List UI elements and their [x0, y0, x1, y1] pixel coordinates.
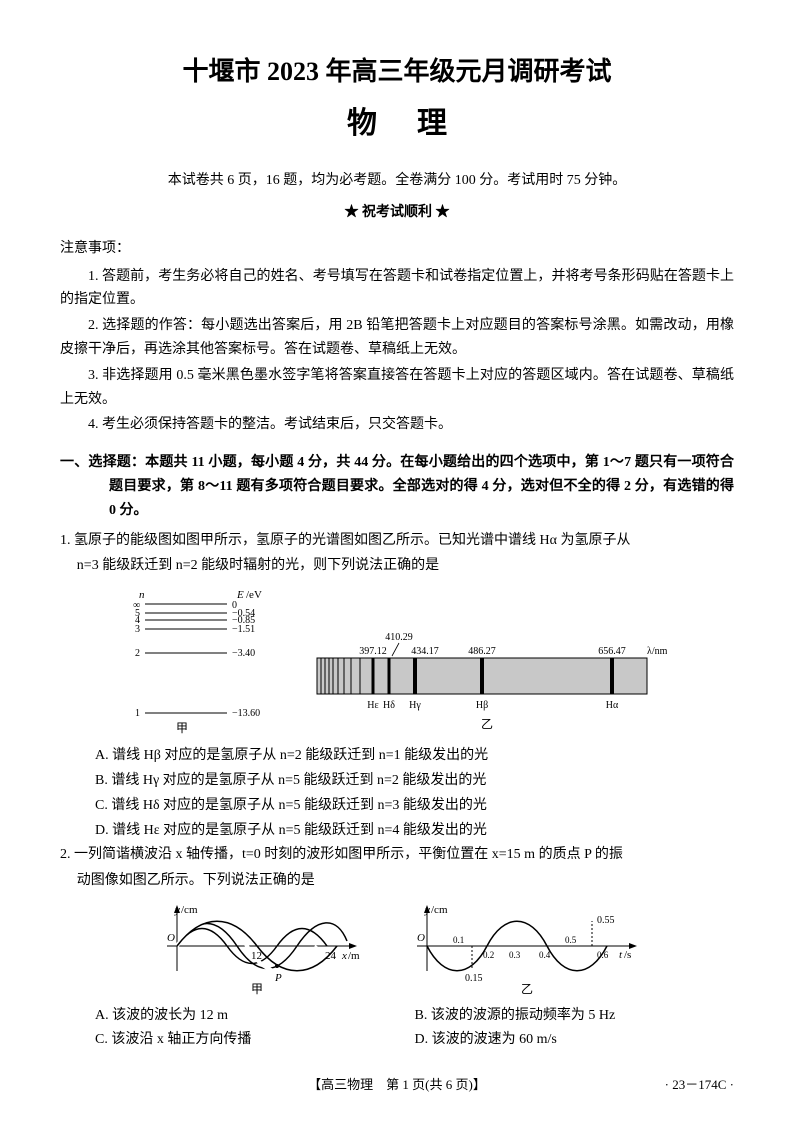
svg-text:0.2: 0.2 [483, 950, 494, 960]
svg-text:/cm: /cm [431, 904, 448, 916]
svg-text:O: O [167, 932, 175, 944]
q2-choice-row-2: C. 该波沿 x 轴正方向传播 D. 该波的波速为 60 m/s [95, 1028, 734, 1052]
energy-level-diagram: n E /eV ∞0 5−0.54 4−0.85 3−1.51 2−3.40 1… [127, 586, 277, 736]
svg-text:O: O [417, 932, 425, 944]
q2-stem: 2. 一列简谐横波沿 x 轴传播，t=0 时刻的波形如图甲所示，平衡位置在 x=… [77, 843, 734, 867]
q2-choice-a: A. 该波的波长为 12 m [95, 1004, 415, 1028]
waveform-position: y /cm O 12 P 24 x /m 甲 [147, 901, 367, 996]
svg-text:1: 1 [135, 708, 140, 719]
notice-heading: 注意事项： [60, 237, 734, 261]
q2-choice-c: C. 该波沿 x 轴正方向传播 [95, 1028, 415, 1052]
svg-text:2: 2 [135, 648, 140, 659]
notice-1: 1. 答题前，考生务必将自己的姓名、考号填写在答题卡和试卷指定位置上，并将考号条… [60, 265, 734, 313]
notice-2: 2. 选择题的作答：每小题选出答案后，用 2B 铅笔把答题卡上对应题目的答案标号… [60, 314, 734, 362]
exam-info: 本试卷共 6 页，16 题，均为必考题。全卷满分 100 分。考试用时 75 分… [60, 169, 734, 193]
svg-text:Hβ: Hβ [476, 700, 488, 711]
svg-text:0.6: 0.6 [597, 950, 609, 960]
svg-text:0.5: 0.5 [565, 935, 577, 945]
svg-text:−13.60: −13.60 [232, 708, 260, 719]
exam-title-main: 十堰市 2023 年高三年级元月调研考试 [60, 50, 734, 94]
page-footer-code: · 23－174C · [665, 1074, 734, 1096]
svg-text:t: t [619, 949, 623, 961]
spectrum-diagram: 397.12 410.29 434.17 486.27 656.47 λ/nm … [307, 626, 667, 736]
q2-body: 动图像如图乙所示。下列说法正确的是 [77, 869, 734, 893]
q2-choice-row-1: A. 该波的波长为 12 m B. 该波的波源的振动频率为 5 Hz [95, 1004, 734, 1028]
svg-text:乙: 乙 [521, 982, 533, 996]
svg-text:0.15: 0.15 [465, 973, 483, 984]
q1-choice-c: C. 谱线 Hδ 对应的是氢原子从 n=5 能级跃迁到 n=3 能级发出的光 [95, 794, 734, 818]
svg-text:0.55: 0.55 [597, 915, 615, 926]
svg-text:E: E [236, 589, 244, 601]
svg-text:Hδ: Hδ [383, 700, 395, 711]
svg-text:甲: 甲 [176, 721, 188, 735]
waveform-time: y /cm O 0.1 0.2 0.3 0.4 0.5 0.6 t /s 0.5… [397, 901, 647, 996]
svg-text:/eV: /eV [246, 589, 262, 601]
svg-text:24: 24 [325, 950, 337, 962]
svg-text:甲: 甲 [251, 982, 263, 996]
svg-text:0.3: 0.3 [509, 950, 521, 960]
svg-text:434.17: 434.17 [411, 646, 439, 657]
svg-text:Hγ: Hγ [409, 700, 421, 711]
svg-text:−1.51: −1.51 [232, 624, 255, 635]
svg-text:12: 12 [251, 950, 262, 962]
svg-text:397.12: 397.12 [359, 646, 387, 657]
svg-text:3: 3 [135, 624, 140, 635]
svg-text:Hα: Hα [606, 700, 619, 711]
q1-figures: n E /eV ∞0 5−0.54 4−0.85 3−1.51 2−3.40 1… [60, 586, 734, 736]
section-1-heading: 一、选择题：本题共 11 小题，每小题 4 分，共 44 分。在每小题给出的四个… [109, 451, 734, 522]
svg-text:/s: /s [624, 949, 631, 961]
q1-stem: 1. 氢原子的能级图如图甲所示，氢原子的光谱图如图乙所示。已知光谱中谱线 Hα … [77, 529, 734, 553]
svg-text:x: x [341, 950, 347, 962]
svg-text:λ/nm: λ/nm [647, 646, 667, 657]
svg-text:0.1: 0.1 [453, 935, 464, 945]
svg-text:P: P [274, 972, 282, 984]
q2-choice-b: B. 该波的波源的振动频率为 5 Hz [415, 1004, 735, 1028]
notice-3: 3. 非选择题用 0.5 毫米黑色墨水签字笔将答案直接答在答题卡上对应的答题区域… [60, 364, 734, 412]
exam-title-subject: 物理 [60, 98, 734, 149]
svg-text:656.47: 656.47 [598, 646, 626, 657]
q1-body: n=3 能级跃迁到 n=2 能级时辐射的光，则下列说法正确的是 [77, 554, 734, 578]
svg-text:486.27: 486.27 [468, 646, 496, 657]
svg-text:Hε: Hε [367, 700, 378, 711]
notice-4: 4. 考生必须保持答题卡的整洁。考试结束后，只交答题卡。 [60, 413, 734, 437]
q2-figures: y /cm O 12 P 24 x /m 甲 y /cm O 0.1 0.2 [60, 901, 734, 996]
svg-text:0.4: 0.4 [539, 950, 551, 960]
wish-line: ★ 祝考试顺利 ★ [60, 201, 734, 225]
q1-choice-d: D. 谱线 Hε 对应的是氢原子从 n=5 能级跃迁到 n=4 能级发出的光 [95, 819, 734, 843]
svg-text:−3.40: −3.40 [232, 648, 255, 659]
svg-text:410.29: 410.29 [385, 632, 413, 643]
svg-text:/m: /m [348, 950, 360, 962]
q2-choice-d: D. 该波的波速为 60 m/s [415, 1028, 735, 1052]
q1-choice-b: B. 谱线 Hγ 对应的是氢原子从 n=5 能级跃迁到 n=2 能级发出的光 [95, 769, 734, 793]
svg-text:乙: 乙 [481, 717, 493, 731]
q1-choice-a: A. 谱线 Hβ 对应的是氢原子从 n=2 能级跃迁到 n=1 能级发出的光 [95, 744, 734, 768]
